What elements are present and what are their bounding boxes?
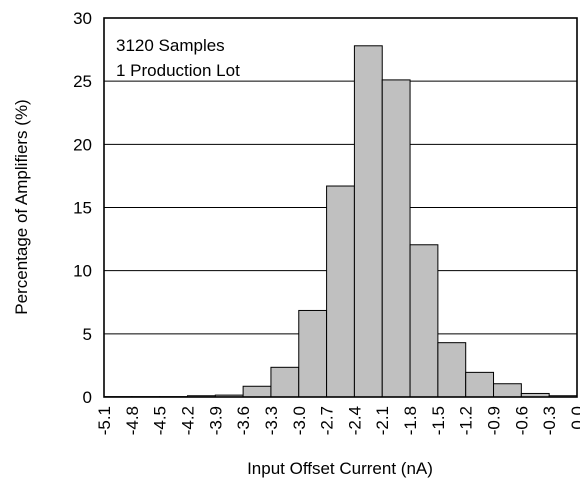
x-axis-label: Input Offset Current (nA) — [247, 459, 433, 478]
histogram-bar — [465, 371, 495, 398]
y-tick-labels: 0 5 10 15 20 25 30 — [73, 9, 92, 407]
histogram-bar — [298, 309, 328, 398]
x-tick-label: -4.2 — [178, 406, 197, 435]
histogram-bar — [493, 383, 522, 398]
histogram-bar — [381, 79, 411, 398]
histogram-bar — [437, 342, 467, 398]
annotation-production-lot: 1 Production Lot — [116, 61, 240, 80]
x-tick-label: -1.8 — [401, 406, 420, 435]
plot-frame — [103, 17, 578, 398]
x-tick-label: -2.4 — [345, 406, 364, 435]
x-tick-label: -3.9 — [206, 406, 225, 435]
x-tick-label: -5.1 — [95, 406, 114, 435]
annotation-samples: 3120 Samples — [116, 36, 225, 55]
x-tick-label: -1.2 — [457, 406, 476, 435]
histogram-bar — [409, 244, 439, 398]
x-tick-label: -0.3 — [540, 406, 559, 435]
y-tick-label: 30 — [73, 9, 92, 28]
x-tick-label: -0.6 — [512, 406, 531, 435]
y-tick-label: 15 — [73, 199, 92, 218]
y-tick-label: 25 — [73, 72, 92, 91]
histogram-bar — [353, 45, 383, 398]
x-tick-label: -1.5 — [429, 406, 448, 435]
y-tick-label: 20 — [73, 135, 92, 154]
x-tick-label: -3.6 — [234, 406, 253, 435]
bars — [103, 45, 578, 398]
x-tick-labels: -5.1 -4.8 -4.5 -4.2 -3.9 -3.6 -3.3 -3.0 -2.7 -2.4… — [95, 406, 580, 435]
y-axis-label: Percentage of Amplifiers (%) — [12, 99, 31, 314]
x-tick-label: -4.5 — [151, 406, 170, 435]
x-tick-label: -3.3 — [262, 406, 281, 435]
histogram-bar — [242, 385, 272, 398]
histogram-bar — [326, 185, 355, 398]
histogram-bar — [270, 366, 300, 398]
y-tick-label: 0 — [83, 388, 92, 407]
x-tick-label: -2.7 — [318, 406, 337, 435]
y-tick-label: 5 — [83, 325, 92, 344]
x-tick-label: -4.8 — [123, 406, 142, 435]
x-tick-label: -3.0 — [290, 406, 309, 435]
x-tick-label: -2.1 — [373, 406, 392, 435]
x-tick-label: 0.0 — [568, 406, 580, 430]
x-tick-label: -0.9 — [485, 406, 504, 435]
y-tick-label: 10 — [73, 262, 92, 281]
